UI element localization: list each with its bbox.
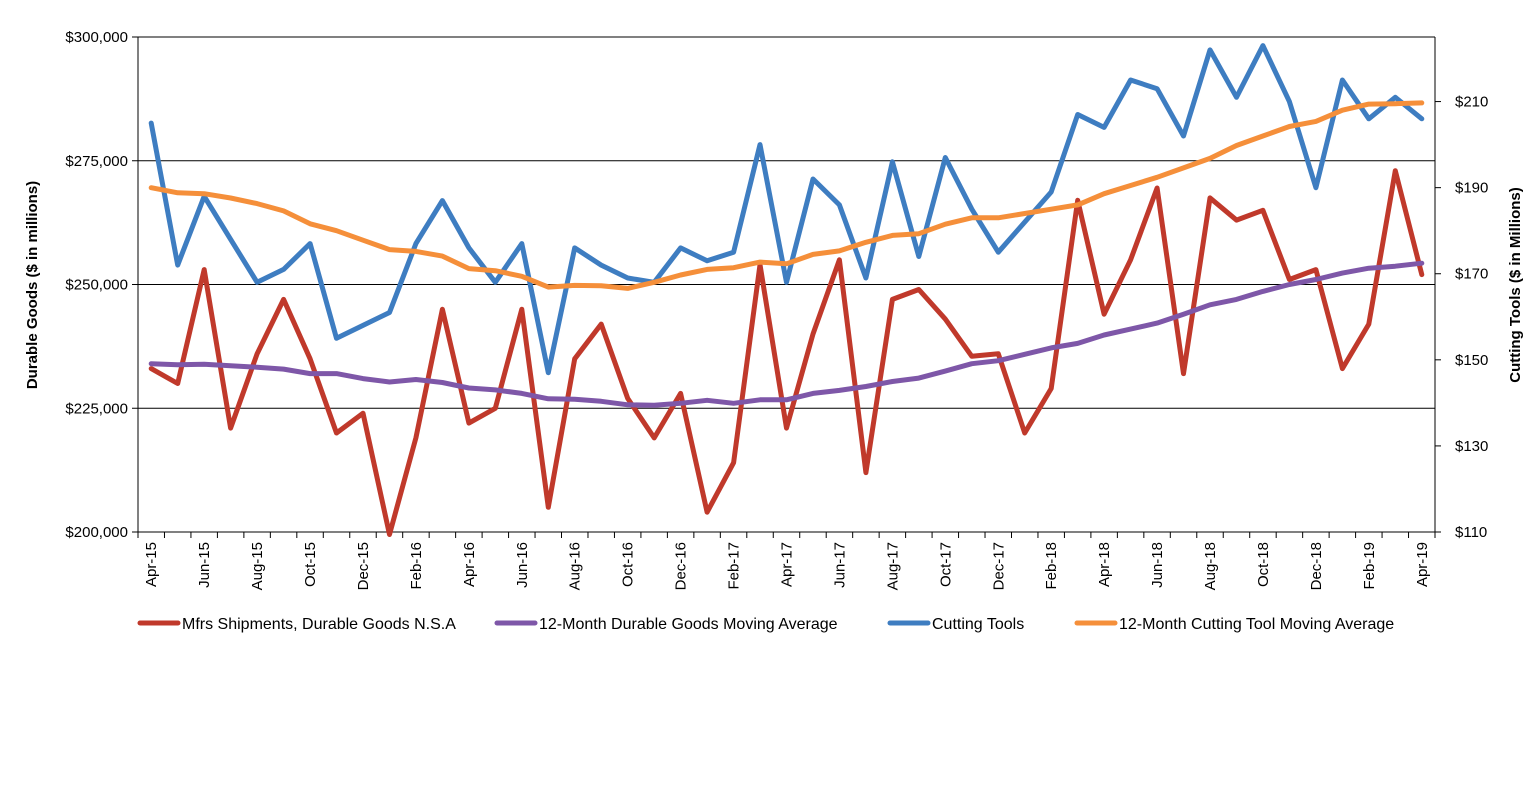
x-tick-label: Oct-16 — [620, 542, 637, 587]
y-axis-right-title: Cutting Tools ($ in Millions) — [1507, 187, 1524, 383]
series-line-1 — [148, 260, 1425, 408]
legend-label: 12-Month Cutting Tool Moving Average — [1119, 616, 1394, 633]
y-right-tick-label: $210 — [1455, 94, 1488, 111]
series-line-2 — [148, 43, 1425, 376]
x-tick-label: Oct-17 — [937, 542, 954, 587]
x-tick-label: Jun-16 — [514, 542, 531, 588]
y-axis-left-title: Durable Goods ($ in millions) — [24, 181, 41, 389]
y-left-tick-label: $200,000 — [65, 524, 128, 541]
y-left-tick-label: $250,000 — [65, 277, 128, 294]
y-right-tick-label: $130 — [1455, 438, 1488, 455]
x-tick-label: Jun-17 — [831, 542, 848, 588]
y-left-tick-label: $300,000 — [65, 29, 128, 46]
x-tick-label: Oct-18 — [1255, 542, 1272, 587]
legend-label: Mfrs Shipments, Durable Goods N.S.A — [182, 616, 456, 633]
series-line-3 — [148, 100, 1425, 291]
y-right-tick-label: $110 — [1455, 524, 1487, 541]
x-tick-label: Aug-17 — [884, 542, 901, 590]
legend-label: 12-Month Durable Goods Moving Average — [539, 616, 838, 633]
y-right-tick-label: $190 — [1455, 180, 1488, 197]
x-tick-label: Feb-18 — [1043, 542, 1060, 590]
x-tick-label: Apr-19 — [1414, 542, 1431, 587]
x-tick-label: Apr-17 — [779, 542, 796, 587]
x-tick-label: Dec-17 — [990, 542, 1007, 590]
x-tick-label: Apr-16 — [461, 542, 478, 587]
series-lines — [148, 43, 1425, 537]
x-tick-label: Oct-15 — [302, 542, 319, 587]
legend-label: Cutting Tools — [932, 616, 1024, 633]
x-tick-label: Dec-18 — [1308, 542, 1325, 590]
x-tick-label: Dec-15 — [355, 542, 372, 590]
x-tick-label: Jun-15 — [196, 542, 213, 588]
legend: Mfrs Shipments, Durable Goods N.S.A 12-Mo… — [137, 616, 1394, 633]
x-tick-label: Aug-18 — [1202, 542, 1219, 590]
x-tick-label: Aug-15 — [249, 542, 266, 590]
y-right-tick-label: $150 — [1455, 352, 1488, 369]
x-tick-label: Apr-15 — [143, 542, 160, 587]
series-line-0 — [148, 168, 1425, 537]
x-tick-label: Aug-16 — [567, 542, 584, 590]
tick-labels: $200,000 $225,000 $250,000 $275,000 $300,000… — [65, 29, 1488, 590]
x-tick-label: Feb-17 — [726, 542, 743, 590]
axes — [132, 36, 1441, 538]
x-tick-label: Feb-16 — [408, 542, 425, 590]
x-tick-label: Jun-18 — [1149, 542, 1166, 588]
y-left-tick-label: $225,000 — [65, 400, 128, 417]
y-right-tick-label: $170 — [1455, 266, 1488, 283]
x-tick-label: Dec-16 — [673, 542, 690, 590]
x-tick-label: Apr-18 — [1096, 542, 1113, 587]
x-tick-label: Feb-19 — [1361, 542, 1378, 590]
y-left-tick-label: $275,000 — [65, 153, 128, 170]
